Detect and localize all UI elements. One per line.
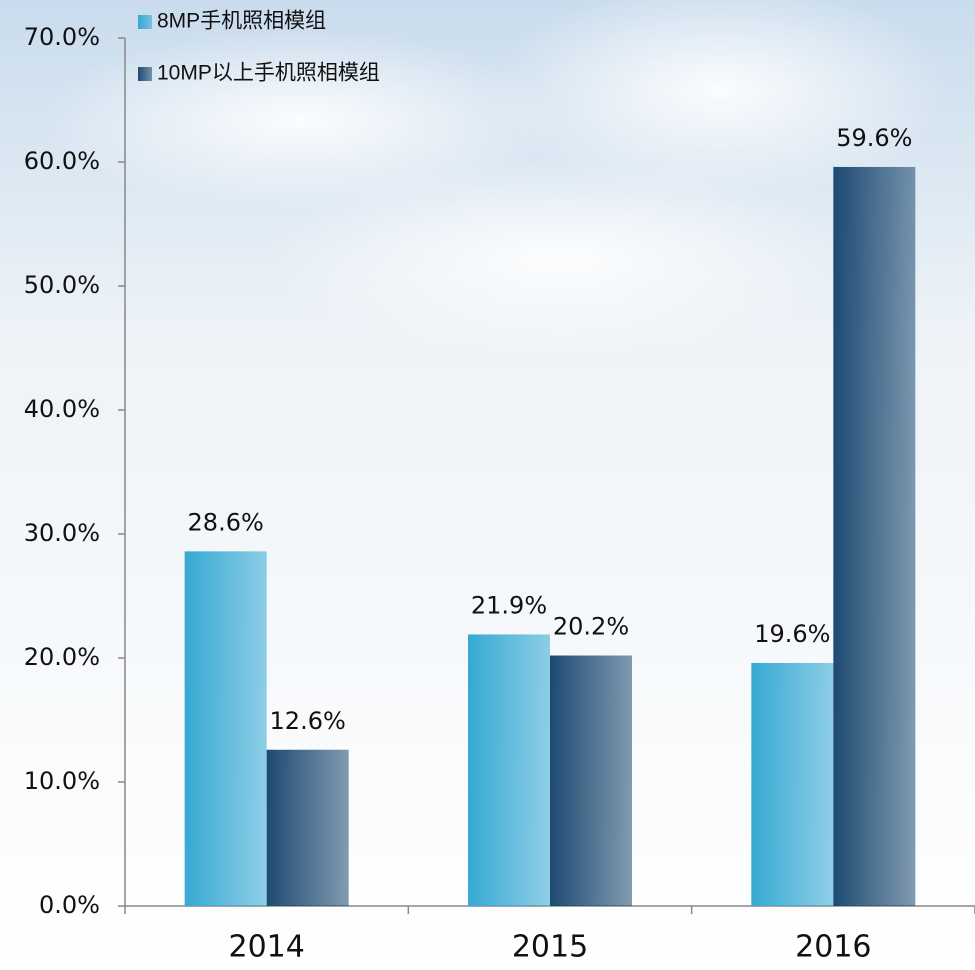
x-tick-label: 2015 [512, 930, 588, 965]
value-label: 59.6% [836, 124, 912, 152]
y-tick-label: 50.0% [24, 271, 100, 299]
y-tick-label: 10.0% [24, 767, 100, 795]
bar [185, 551, 267, 906]
y-tick-label: 60.0% [24, 147, 100, 175]
y-tick-label: 70.0% [24, 23, 100, 51]
legend-label: 10MP以上手机照相模组 [157, 62, 380, 85]
y-tick-label: 40.0% [24, 395, 100, 423]
bar [751, 663, 833, 906]
legend-swatch [138, 67, 152, 81]
x-tick-label: 2016 [795, 930, 871, 965]
value-label: 12.6% [270, 707, 346, 735]
bar [833, 167, 915, 906]
value-label: 20.2% [553, 613, 629, 641]
value-label: 21.9% [471, 591, 547, 619]
y-tick-label: 20.0% [24, 643, 100, 671]
y-tick-label: 0.0% [39, 891, 100, 919]
x-tick-label: 2014 [228, 930, 304, 965]
legend-label: 8MP手机照相模组 [157, 10, 326, 33]
bar [267, 750, 349, 906]
y-tick-label: 30.0% [24, 519, 100, 547]
chart: 0.0% 10.0% 20.0% 30.0% 40.0% 50.0% 60.0% 70.0% 2… [0, 0, 975, 970]
bar [550, 656, 632, 906]
bar [468, 634, 550, 906]
value-label: 19.6% [754, 620, 830, 648]
legend-swatch [138, 15, 152, 29]
value-label: 28.6% [188, 508, 264, 536]
cloud [260, 160, 860, 360]
